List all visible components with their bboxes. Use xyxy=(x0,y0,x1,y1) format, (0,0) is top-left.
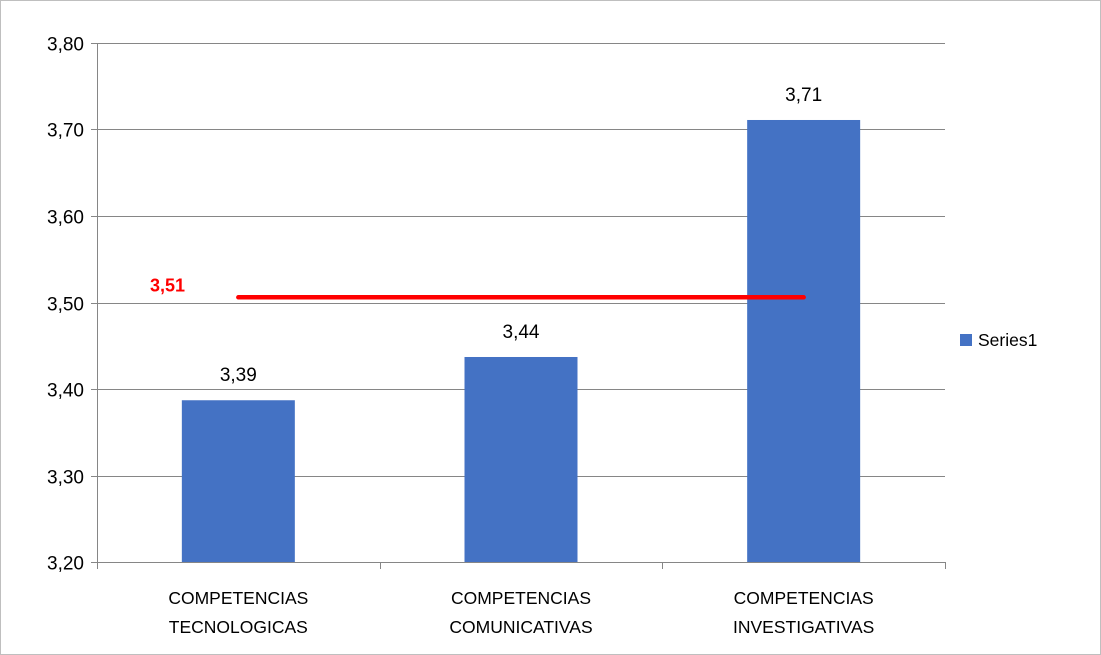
x-category-label-line: TECNOLOGICAS xyxy=(169,617,308,637)
y-tick-label: 3,20 xyxy=(47,554,84,575)
x-category-label: COMPETENCIAS TECNOLOGICAS xyxy=(168,588,308,637)
y-tick-label: 3,50 xyxy=(47,295,84,316)
x-category-label-line: INVESTIGATIVAS xyxy=(733,617,874,637)
reference-line-label: 3,51 xyxy=(150,275,185,295)
y-tick-label: 3,30 xyxy=(47,468,84,489)
legend: Series1 xyxy=(960,330,1037,350)
legend-swatch xyxy=(960,334,972,346)
x-axis: COMPETENCIAS TECNOLOGICAS COMPETENCIAS COMU… xyxy=(97,562,946,637)
x-category-label-line: COMPETENCIAS xyxy=(451,588,591,608)
bars xyxy=(181,119,861,563)
y-axis: 3,20 3,30 3,40 3,50 3,60 3,70 3,80 xyxy=(47,35,98,575)
bar-data-label: 3,44 xyxy=(503,322,540,343)
y-tick-label: 3,40 xyxy=(47,381,84,402)
y-tick-label: 3,60 xyxy=(47,208,84,229)
legend-label: Series1 xyxy=(978,330,1037,350)
bar-data-label: 3,39 xyxy=(220,365,257,386)
bar xyxy=(181,400,295,562)
x-category-label: COMPETENCIAS INVESTIGATIVAS xyxy=(733,588,874,637)
x-category-label-line: COMUNICATIVAS xyxy=(449,617,592,637)
x-category-label-line: COMPETENCIAS xyxy=(168,588,308,608)
y-tick-label: 3,80 xyxy=(47,35,84,56)
data-labels: 3,39 3,44 3,71 xyxy=(220,85,822,386)
x-category-label-line: COMPETENCIAS xyxy=(734,588,874,608)
bar xyxy=(464,356,578,562)
x-category-label: COMPETENCIAS COMUNICATIVAS xyxy=(449,588,592,637)
bar xyxy=(747,119,861,563)
bar-data-label: 3,71 xyxy=(785,85,822,106)
y-tick-label: 3,70 xyxy=(47,121,84,142)
reference-line-group: 3,51 xyxy=(150,275,806,300)
